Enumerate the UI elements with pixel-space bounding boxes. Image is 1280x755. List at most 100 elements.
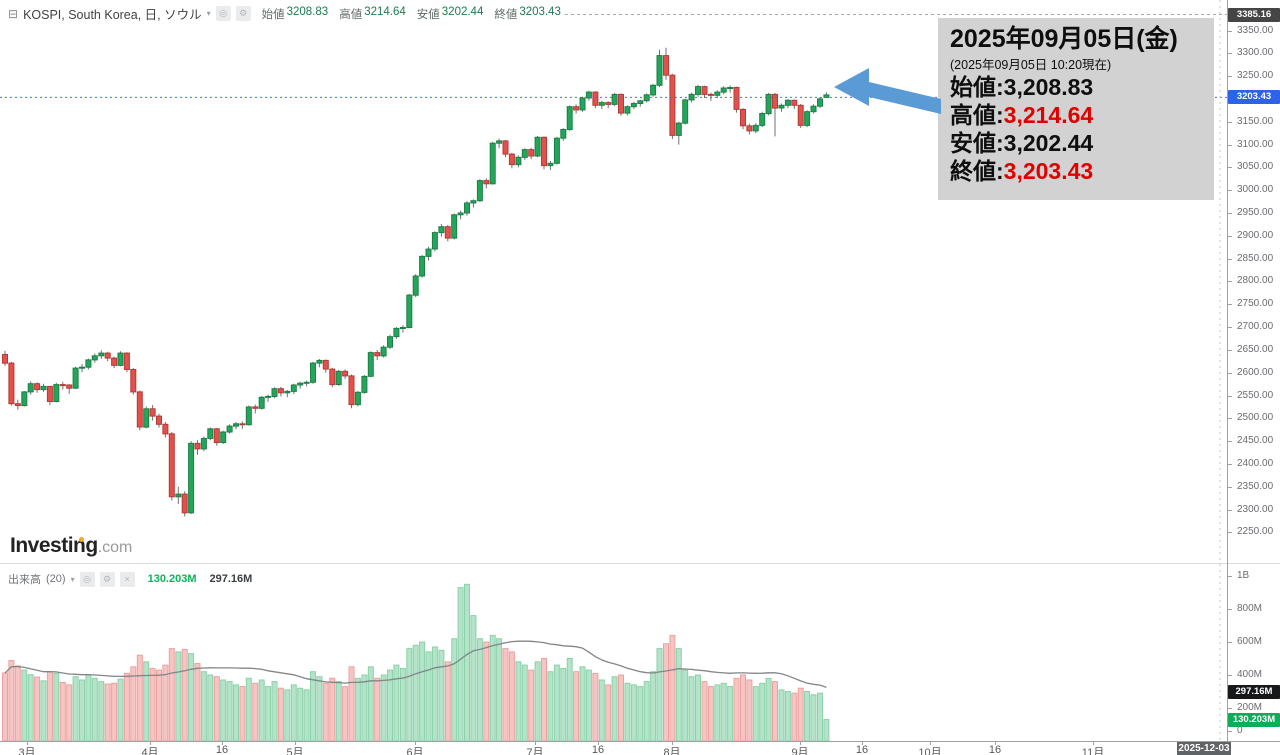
date-tickmark [800,742,801,745]
date-tickmark [295,742,296,745]
price-tickmark [1228,213,1232,214]
date-tick-label: 8月 [663,747,681,755]
volume-ma-value: 297.16M [209,573,253,585]
volume-header: 出来高 (20) ▾ ◎ ⚙ × 130.203M 297.16M [8,571,252,587]
pane-divider[interactable] [0,563,1280,564]
volume-current-value: 130.203M [147,573,197,585]
price-tick-label: 2550.00 [1237,389,1274,401]
price-tick-label: 2400.00 [1237,457,1274,469]
visibility-icon[interactable]: ◎ [79,571,95,587]
date-tickmark [862,742,863,745]
price-tickmark [1228,235,1232,237]
date-tick-label: 4月 [141,747,159,755]
logo-orange-dot-icon [79,537,84,542]
callout-low-row: 安値:3,202.44 [950,130,1094,156]
date-tick-label: 6月 [406,747,424,755]
date-tickmark [535,742,536,745]
price-tickmark [1228,30,1232,32]
callout-open-row: 始値:3,208.83 [950,74,1094,100]
price-tick-label: 2950.00 [1237,207,1274,218]
price-tickmark [1228,486,1232,488]
date-tick-label: 10月 [918,747,942,755]
volume-tickmark [1228,708,1232,709]
date-axis-border [0,741,1280,742]
ohlc-high-label: 高値 [339,8,363,21]
price-tickmark [1228,532,1232,534]
price-tick-label: 2500.00 [1237,412,1274,424]
visibility-icon[interactable]: ◎ [215,6,231,21]
volume-tick-label: 800M [1237,603,1263,614]
volume-indicator-param: (20) [46,573,66,585]
price-axis-border [1227,0,1228,742]
date-tickmark [222,742,223,745]
investing-logo[interactable]: Investing.com [10,534,132,558]
date-tickmark [995,742,996,745]
ohlc-open: 始値 3208.83 [262,6,329,22]
date-tick-label: 3月 [18,747,36,755]
date-tick-label: 16 [988,744,1002,755]
price-tickmark [1228,167,1232,169]
candlestick-volume-plot[interactable] [0,0,1228,742]
callout-date-title: 2025年09月05日(金) [950,25,1178,53]
price-tick-label: 2900.00 [1237,229,1274,241]
symbol-title[interactable]: KOSPI, South Korea, 日, ソウル [23,8,202,22]
date-tickmark [150,742,151,745]
ohlc-open-label: 始値 [261,8,285,21]
date-tick-label: 16 [855,744,869,755]
date-badge: 2025-12-03 [1177,742,1231,755]
volume-tick-label: 400M [1237,669,1263,680]
volume-tick-label: 1B [1237,570,1250,581]
symbol-header: ⊟ KOSPI, South Korea, 日, ソウル ▾ ◎ ⚙ 始値 32… [8,4,561,23]
volume-tickmark [1228,609,1232,610]
date-tick-label: 16 [215,744,229,755]
ohlc-close-label: 終値 [494,8,518,21]
volume-tickmark [1228,576,1232,577]
callout-timestamp: (2025年09月05日 10:20現在) [950,58,1112,72]
callout-high-row: 高値:3,214.64 [950,102,1094,128]
price-tickmark [1228,258,1232,260]
callout-close-row: 終値:3,203.43 [950,158,1094,184]
settings-gear-icon[interactable]: ⚙ [235,6,251,21]
price-tick-label: 3050.00 [1237,161,1274,173]
date-tickmark [415,742,416,745]
last-price-badge: 3203.43 [1228,90,1280,105]
price-tickmark [1228,441,1232,443]
date-tickmark [1093,742,1094,745]
ohlc-open-value: 3208.83 [286,5,329,18]
volume-indicator-label[interactable]: 出来高 [8,574,41,586]
price-tick-label: 2800.00 [1237,275,1274,287]
price-tick-label: 3300.00 [1237,47,1274,59]
ohlc-low-label: 安値 [416,8,440,21]
volume-tick-label: 600M [1237,636,1263,647]
chevron-down-icon[interactable]: ▾ [70,574,75,584]
price-tick-label: 2650.00 [1237,343,1274,355]
price-tickmark [1228,281,1232,283]
price-tickmark [1228,327,1232,329]
price-tickmark [1228,463,1232,465]
price-tickmark [1228,395,1232,397]
settings-gear-icon[interactable]: ⚙ [99,571,115,587]
price-tickmark [1228,372,1232,374]
price-tickmark [1228,76,1232,78]
price-tick-label: 2850.00 [1237,252,1274,264]
price-tick-label: 2250.00 [1237,526,1274,538]
price-tick-label: 3100.00 [1237,138,1274,150]
date-tick-label: 5月 [286,747,304,755]
date-tickmark [598,742,599,745]
price-tick-label: 3150.00 [1237,115,1274,127]
collapse-pane-icon[interactable]: ⊟ [8,6,19,21]
volume-tick-label: 200M [1237,702,1263,713]
price-tick-label: 3000.00 [1237,184,1274,196]
ohlc-high: 高値 3214.64 [339,6,406,22]
ohlc-callout-box: 2025年09月05日(金) (2025年09月05日 10:20現在) 始値:… [938,18,1214,200]
volume-ma-badge: 297.16M [1228,685,1280,699]
logo-text: Investing [10,534,98,557]
chevron-down-icon[interactable]: ▾ [206,9,211,18]
date-tickmark [672,742,673,745]
date-tickmark [27,742,28,745]
close-icon[interactable]: × [119,571,135,587]
price-tickmark [1228,304,1232,306]
price-tick-label: 2600.00 [1237,366,1274,378]
price-tick-label: 2750.00 [1237,298,1274,310]
